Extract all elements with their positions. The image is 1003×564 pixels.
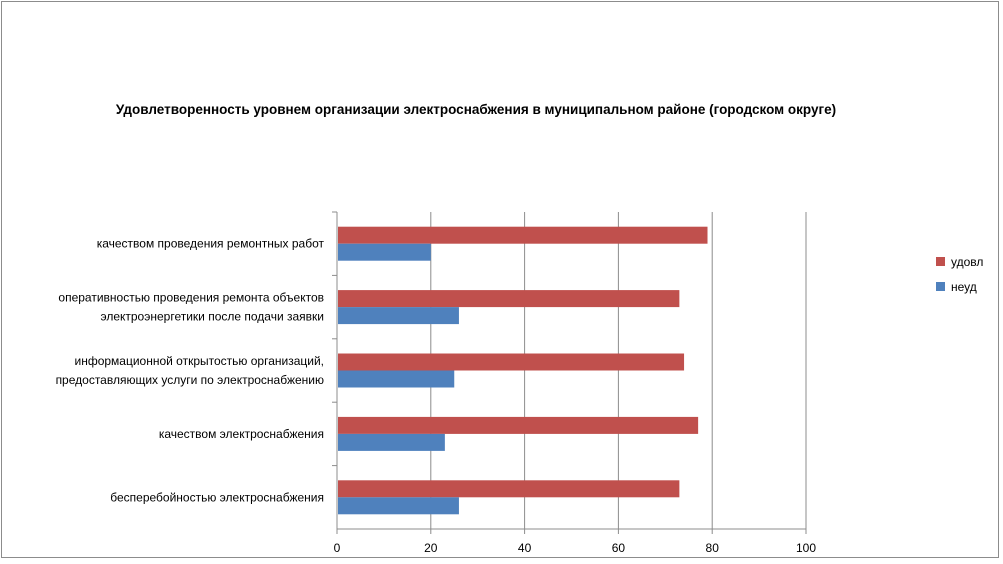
legend-label: удовл bbox=[951, 255, 983, 269]
bar-удовл-4 bbox=[338, 480, 680, 498]
bar-удовл-3 bbox=[338, 416, 699, 434]
legend-swatch-неуд bbox=[936, 282, 945, 291]
category-label: предоставляющих услуги по электроснабжен… bbox=[56, 373, 324, 387]
bar-удовл-2 bbox=[338, 353, 685, 371]
category-label: информационной открытостью организаций, bbox=[74, 354, 324, 368]
category-label: оперативностью проведения ремонта объект… bbox=[58, 291, 324, 305]
bar-удовл-1 bbox=[338, 290, 680, 308]
x-tick-label: 20 bbox=[424, 541, 438, 555]
legend-swatch-удовл bbox=[936, 257, 945, 266]
bar-неуд-3 bbox=[338, 433, 445, 451]
bar-неуд-2 bbox=[338, 370, 455, 388]
category-label: электроэнергетики после подачи заявки bbox=[100, 310, 324, 324]
x-tick-label: 60 bbox=[612, 541, 626, 555]
category-label: бесперебойностью электроснабжения bbox=[110, 490, 324, 504]
bar-неуд-0 bbox=[338, 243, 431, 261]
x-tick-label: 40 bbox=[518, 541, 532, 555]
x-tick-label: 0 bbox=[334, 541, 341, 555]
x-tick-label: 80 bbox=[706, 541, 720, 555]
bar-неуд-4 bbox=[338, 497, 459, 515]
category-label: качеством проведения ремонтных работ bbox=[97, 237, 325, 251]
bar-неуд-1 bbox=[338, 307, 459, 325]
x-tick-label: 100 bbox=[796, 541, 816, 555]
legend-label: неуд bbox=[951, 280, 977, 294]
category-label: качеством электроснабжения bbox=[159, 427, 324, 441]
chart-title: Удовлетворенность уровнем организации эл… bbox=[116, 102, 836, 117]
bar-удовл-0 bbox=[338, 226, 708, 244]
